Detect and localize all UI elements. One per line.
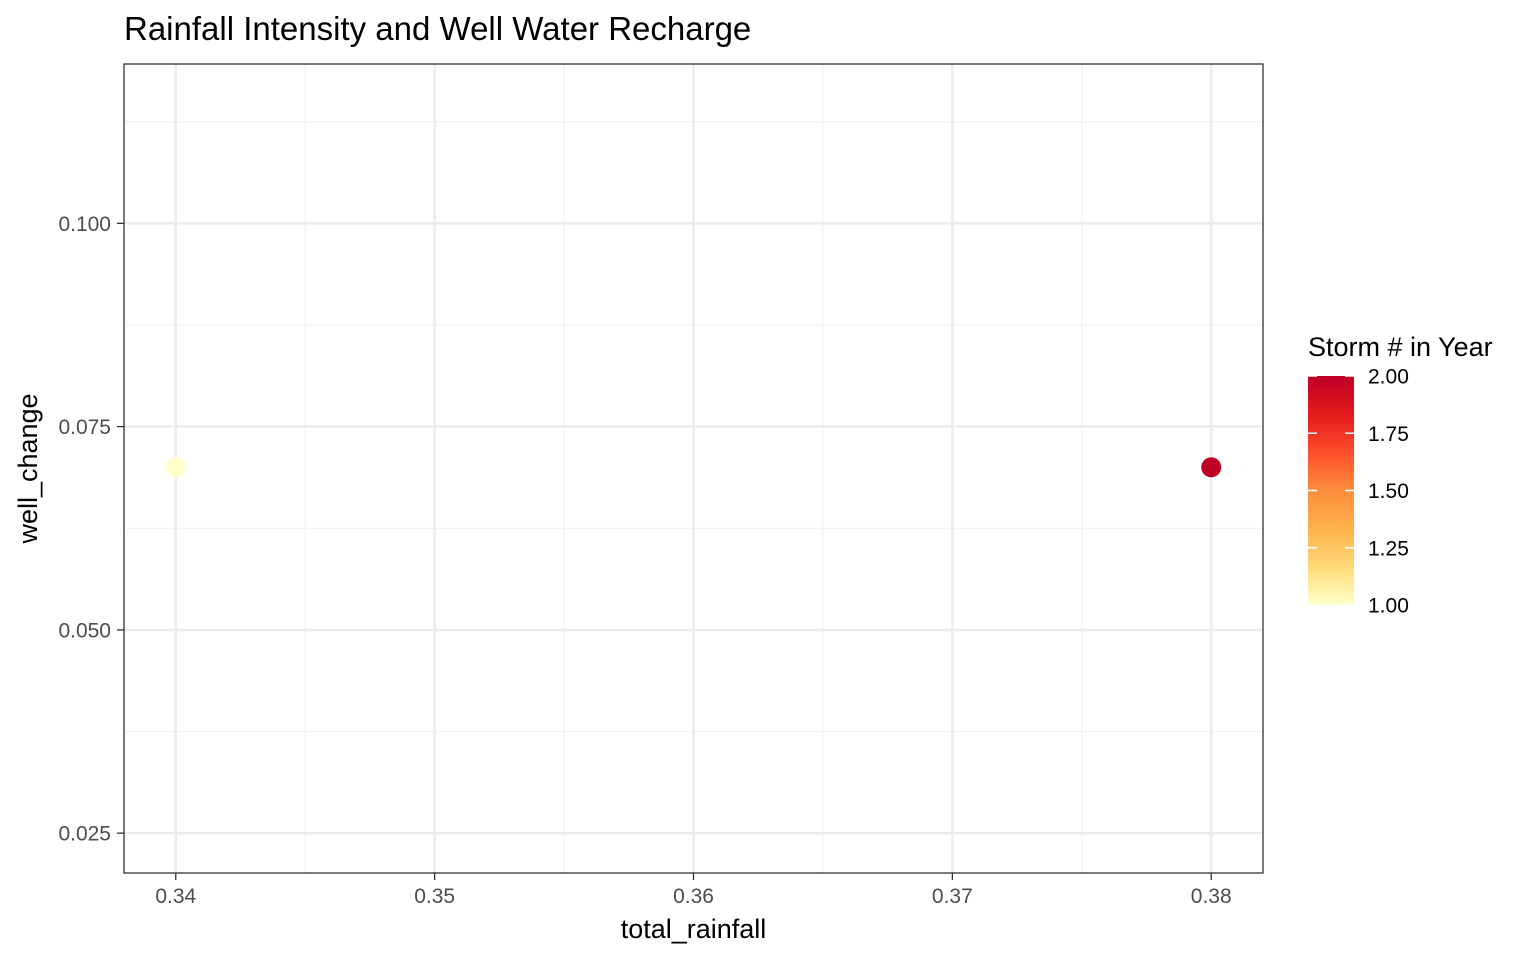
x-tick-label: 0.37 — [932, 885, 973, 908]
data-point — [165, 457, 186, 478]
y-tick-label: 0.100 — [58, 213, 111, 236]
legend-tick-label: 2.00 — [1368, 366, 1409, 389]
y-tick-label: 0.025 — [58, 823, 111, 846]
x-axis-title: total_rainfall — [621, 914, 767, 944]
x-axis: 0.34 0.35 0.36 0.37 0.38 — [155, 873, 1232, 908]
legend-tick-label: 1.50 — [1368, 480, 1409, 503]
legend-tick-label: 1.00 — [1368, 595, 1409, 618]
data-point — [1201, 457, 1222, 478]
legend-ticks: 1.00 1.25 1.50 1.75 2.00 — [1308, 366, 1409, 618]
y-axis-title: well_change — [13, 393, 43, 544]
legend-tick-label: 1.25 — [1368, 537, 1409, 560]
legend-tick-label: 1.75 — [1368, 423, 1409, 446]
x-tick-label: 0.35 — [414, 885, 455, 908]
x-tick-label: 0.36 — [673, 885, 714, 908]
chart-title: Rainfall Intensity and Well Water Rechar… — [124, 10, 751, 47]
y-tick-label: 0.050 — [58, 619, 111, 642]
x-tick-label: 0.34 — [155, 885, 196, 908]
major-gridlines — [124, 64, 1263, 873]
y-tick-label: 0.075 — [58, 416, 111, 439]
legend: Storm # in Year 1.00 1.25 1.50 1.75 2.00 — [1308, 332, 1493, 618]
x-tick-label: 0.38 — [1191, 885, 1232, 908]
data-points — [165, 457, 1222, 478]
y-axis: 0.025 0.050 0.075 0.100 — [58, 213, 124, 846]
legend-title: Storm # in Year — [1308, 332, 1493, 362]
